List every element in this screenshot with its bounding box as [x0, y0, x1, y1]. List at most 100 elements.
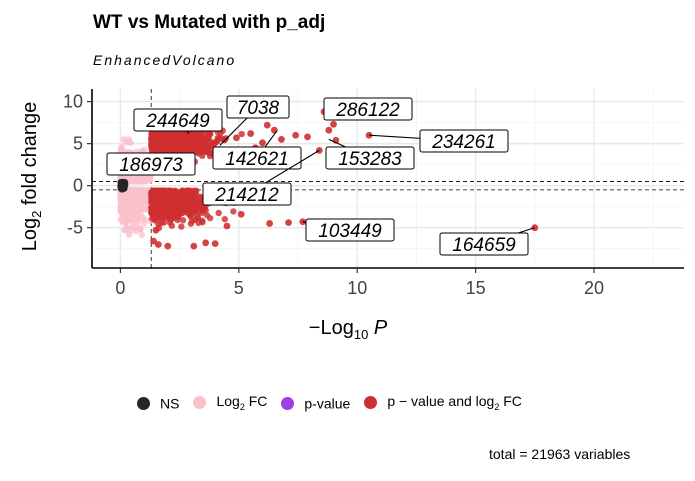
label-box [133, 108, 223, 132]
label-box [106, 152, 196, 176]
point-fc-p [202, 239, 210, 247]
point-fc-p [278, 136, 285, 143]
point-fc-p [149, 207, 156, 214]
legend-item: p-value [281, 394, 350, 411]
gene-label: 286122 [335, 100, 400, 121]
point-fc [132, 203, 139, 210]
point-fc [119, 204, 127, 211]
legend: NS Log2 FC p-value p − value and log2 FC [137, 393, 536, 412]
point-fc-p [162, 200, 169, 207]
point-fc-p [179, 217, 187, 224]
point-fc-p [163, 140, 170, 148]
point-fc-p [203, 134, 210, 141]
x-axis-title: −Log10 P [309, 317, 388, 342]
point-fc-p [171, 195, 179, 203]
caption: total = 21963 variables [489, 446, 631, 462]
point-fc-p [164, 242, 172, 250]
point-fc-p [190, 242, 198, 250]
point-fc-p [211, 240, 219, 248]
gene-label: 142621 [225, 149, 288, 170]
x-tick-label: 10 [347, 278, 367, 298]
legend-swatch [364, 395, 378, 409]
x-tick-label: 20 [584, 278, 604, 298]
point-fc-p [218, 135, 225, 142]
point-fc-p [187, 135, 194, 142]
point-fc [132, 214, 140, 221]
point-fc [142, 216, 149, 223]
point-fc-p [152, 215, 159, 222]
x-tick-label: 5 [234, 278, 244, 298]
legend-label: p − value and log2 FC [387, 393, 522, 412]
legend-swatch [281, 396, 295, 410]
point-fc-p [238, 130, 245, 138]
point-fc-p [153, 188, 160, 195]
point-fc-p [203, 212, 211, 219]
point-fc-p [215, 209, 222, 217]
point-fc-p [223, 222, 231, 230]
point-fc [138, 197, 146, 204]
point-fc-p [182, 207, 190, 214]
point-fc-p [152, 226, 160, 234]
point-fc-p [165, 187, 173, 194]
point-fc-p [173, 142, 180, 149]
legend-label: p-value [304, 395, 351, 412]
y-tick-label: 10 [63, 92, 83, 112]
point-fc-p [263, 121, 271, 129]
label-box [439, 232, 529, 256]
chart-title: WT vs Mutated with p_adj [93, 12, 326, 33]
point-fc-p [230, 208, 237, 215]
label-box [323, 97, 413, 121]
legend-item: Log2 FC [193, 393, 267, 412]
point-fc-p [180, 143, 188, 151]
point-fc-p [199, 219, 206, 226]
point-fc-p [237, 210, 245, 218]
point-fc-p [174, 203, 181, 210]
point-fc-p [292, 131, 300, 139]
point-fc-p [285, 219, 292, 227]
gene-labels: 244649 7038 286122 234261 186973 142621 153283… [106, 95, 535, 256]
x-tick-label: 0 [115, 278, 125, 298]
point-fc [129, 223, 137, 230]
point-fc-p [202, 207, 209, 214]
y-tick-label: 5 [73, 134, 83, 154]
legend-item: NS [137, 394, 179, 411]
point-fc-p [167, 216, 174, 224]
point-fc [138, 231, 146, 238]
point-fc-p [259, 139, 266, 147]
point-fc-p [162, 205, 169, 213]
point-fc-p [304, 133, 311, 141]
point-fc-p [222, 135, 230, 142]
point-fc-p [186, 187, 194, 194]
point-fc [125, 197, 132, 204]
label-box [202, 182, 292, 206]
gene-label: 103449 [318, 221, 382, 242]
legend-swatch [137, 396, 150, 410]
point-fc-p [266, 220, 273, 227]
legend-swatch [193, 395, 207, 409]
point-fc-p [156, 211, 164, 219]
point-fc [125, 231, 133, 239]
point-fc-p [199, 146, 207, 154]
point-fc-p [174, 214, 182, 221]
label-box [212, 146, 302, 170]
point-fc-p [160, 219, 168, 226]
legend-label: NS [160, 395, 180, 412]
label-box [305, 218, 395, 242]
gene-label: 186973 [119, 155, 183, 176]
point-fc-p [194, 136, 202, 143]
point-fc-p [152, 135, 160, 143]
point-fc [127, 139, 135, 146]
point-fc-p [159, 188, 166, 196]
point-fc-p [330, 120, 337, 128]
label-box [419, 129, 509, 153]
chart-subtitle: EnhancedVolcano [93, 52, 237, 68]
gene-label: 234261 [431, 132, 495, 153]
y-tick-label: 0 [73, 176, 83, 196]
point-fc-p [169, 211, 177, 218]
point-fc-p [233, 134, 240, 142]
point-fc-p [325, 126, 333, 134]
point-fc-p [151, 192, 158, 200]
point-fc [137, 225, 144, 232]
label-box [325, 146, 415, 170]
point-fc [122, 215, 130, 222]
